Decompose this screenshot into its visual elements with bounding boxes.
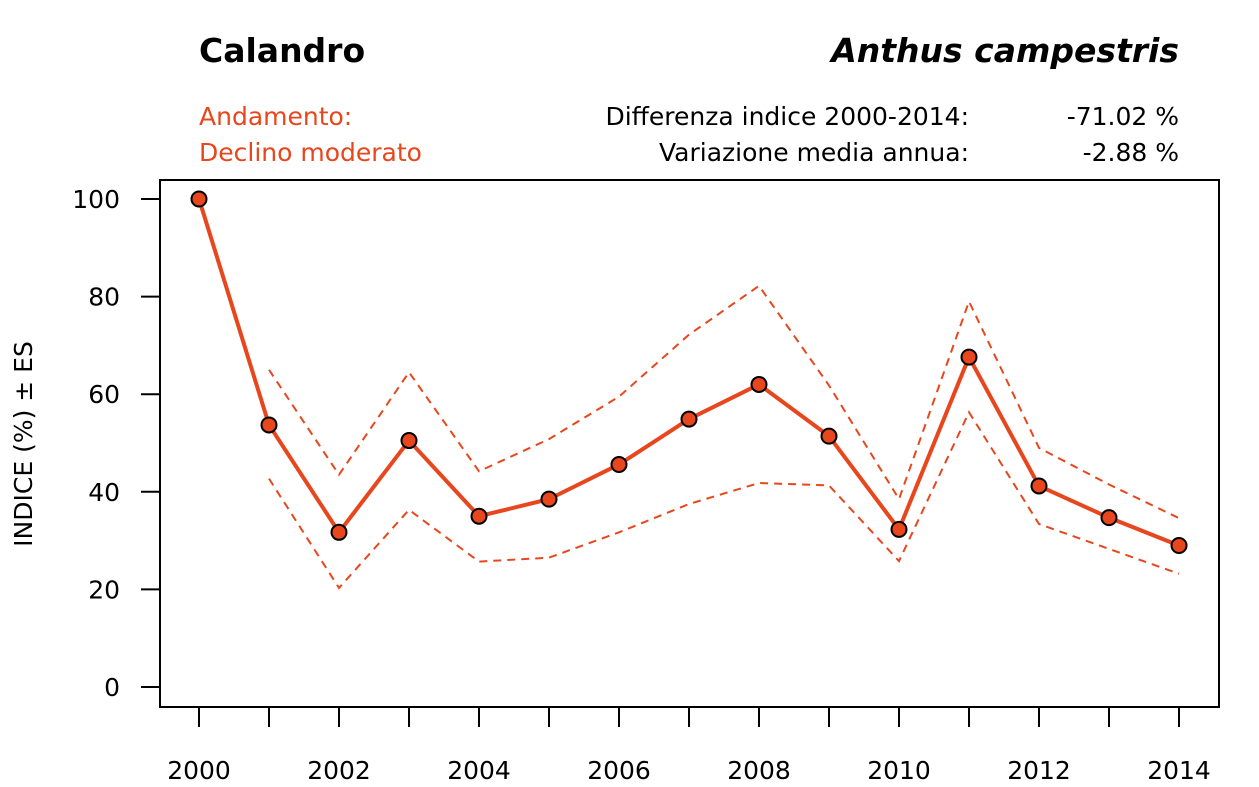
x-tick-label: 2012	[1007, 756, 1071, 785]
index-point	[260, 416, 278, 434]
index-point	[190, 190, 208, 208]
lower-error-line	[268, 410, 1180, 590]
x-axis: 2000 2002 2004 2006 2008 2010 2012 2014	[167, 707, 1211, 785]
index-point	[1100, 509, 1118, 527]
index-point	[470, 507, 488, 525]
index-point	[890, 520, 908, 538]
y-tick-label: 100	[72, 185, 120, 214]
index-line	[197, 198, 1180, 548]
y-tick-label: 60	[88, 380, 120, 409]
annual-variation-value: -2.88 %	[1082, 138, 1179, 167]
index-point	[400, 432, 418, 450]
x-tick-label: 2014	[1147, 756, 1211, 785]
y-tick-label: 80	[88, 283, 120, 312]
index-point	[680, 410, 698, 428]
index-point	[610, 455, 628, 473]
common-name: Calandro	[199, 31, 366, 70]
trend-label: Andamento:	[199, 102, 353, 131]
x-tick-label: 2008	[727, 756, 791, 785]
x-tick-label: 2002	[307, 756, 371, 785]
trend-value: Declino moderato	[199, 138, 422, 167]
upper-error-line	[268, 284, 1180, 520]
series-layer	[190, 190, 1188, 590]
index-point	[1170, 536, 1188, 554]
index-point	[820, 427, 838, 445]
x-tick-label: 2000	[167, 756, 231, 785]
index-point	[750, 375, 768, 393]
y-tick-label: 20	[88, 575, 120, 604]
x-tick-label: 2004	[447, 756, 511, 785]
x-tick-label: 2006	[587, 756, 651, 785]
y-tick-label: 0	[104, 673, 120, 702]
index-difference-label: Differenza indice 2000-2014:	[605, 102, 969, 131]
x-tick-label: 2010	[867, 756, 931, 785]
index-point	[540, 490, 558, 508]
species-name: Anthus campestris	[831, 31, 1179, 70]
annual-variation-label: Variazione media annua:	[659, 138, 969, 167]
y-axis: 0 20 40 60 80 100	[72, 185, 160, 702]
y-tick-label: 40	[88, 478, 120, 507]
y-axis-label: INDICE (%) ± ES	[9, 341, 38, 547]
index-point	[1030, 477, 1048, 495]
index-difference-value: -71.02 %	[1066, 102, 1179, 131]
index-point	[330, 523, 348, 541]
index-point	[960, 348, 978, 366]
